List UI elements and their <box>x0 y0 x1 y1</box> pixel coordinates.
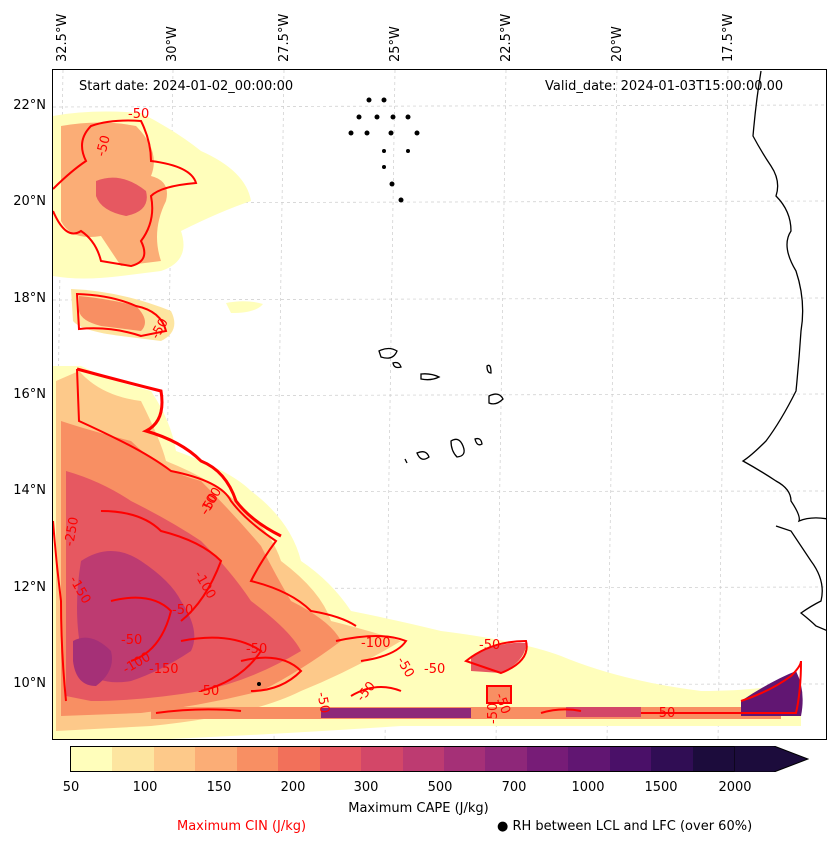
contour-label-0: -50 <box>128 107 149 122</box>
colorbar-segment-15 <box>692 747 734 771</box>
colorbar-arrow-shape <box>734 746 809 772</box>
lat-label-22n: 22°N <box>13 98 46 113</box>
rh-legend: ● RH between LCL and LFC (over 60%) <box>497 819 752 834</box>
contour-label-19: -50 <box>492 691 513 716</box>
contour-label-1: -50 <box>94 134 114 158</box>
cape-verde-6 <box>450 438 465 458</box>
coastlines <box>378 70 826 631</box>
contour-label-8: -50 <box>121 633 142 648</box>
cape-18n-core <box>79 296 145 331</box>
colorbar-tick-150: 150 <box>206 780 232 795</box>
lon-label-30w: 30°W <box>165 26 180 62</box>
lat-label-18n: 18°N <box>13 291 46 306</box>
colorbar-segment-2 <box>153 747 196 771</box>
contour-labels: -50 -50 -50 -50 -250 -150 -100 -50 -50 -… <box>62 107 675 724</box>
colorbar-label: Maximum CAPE (J/kg) <box>348 801 489 816</box>
cape-east-patch <box>741 671 803 716</box>
cin-legend-label: Maximum CIN (J/kg) <box>177 819 307 834</box>
colorbar-segment-12 <box>568 747 610 771</box>
colorbar-segment-3 <box>195 747 237 771</box>
colorbar-segment-13 <box>609 747 652 771</box>
contour-label-15: -50 <box>424 662 445 677</box>
cape-verde-2 <box>392 361 402 369</box>
colorbar-tick-300: 300 <box>353 780 379 795</box>
lat-label-16n: 16°N <box>13 387 46 402</box>
map-panel: -50 -50 -50 -50 -250 -150 -100 -50 -50 -… <box>52 69 827 740</box>
colorbar-segment-1 <box>112 747 154 771</box>
lon-label-27-5w: 27.5°W <box>277 13 292 62</box>
cape-verde-3 <box>420 373 441 381</box>
lon-label-25w: 25°W <box>388 26 403 62</box>
lon-label-17-5w: 17.5°W <box>721 13 736 62</box>
contour-label-20: -50 <box>486 703 501 724</box>
colorbar-segment-10 <box>485 747 527 771</box>
contour-label-12: -50 <box>246 642 267 657</box>
lat-label-10n: 10°N <box>13 676 46 691</box>
colorbar-tick-200: 200 <box>280 780 306 795</box>
africa-coast <box>741 70 826 631</box>
cape-fill <box>53 111 803 739</box>
valid-date-label: Valid_date: 2024-01-03T15:00:00.00 <box>545 79 784 94</box>
colorbar-tick-2000: 2000 <box>718 780 752 795</box>
colorbar-segment-11 <box>526 747 569 771</box>
colorbar-tick-1500: 1500 <box>644 780 678 795</box>
cin-contours <box>53 119 802 714</box>
contour-label-10: -150 <box>149 662 179 677</box>
cape-south-purple <box>73 637 112 686</box>
colorbar-tick-50: 50 <box>62 780 80 795</box>
cape-verde-5 <box>488 393 504 405</box>
lat-label-20n: 20°N <box>13 194 46 209</box>
colorbar-segment-9 <box>443 747 486 771</box>
contour-label-7: -50 <box>172 603 193 618</box>
colorbar-extend-arrow <box>734 746 809 772</box>
contour-label-11: -50 <box>198 684 219 699</box>
colorbar-tick-700: 700 <box>501 780 527 795</box>
colorbar-segment-14 <box>651 747 693 771</box>
colorbar-segment-5 <box>278 747 320 771</box>
cape-east-patch-2 <box>566 707 641 717</box>
contour-label-16: -50 <box>479 638 500 653</box>
rh-dot-icon: ● <box>497 819 509 834</box>
contour-label-21: -50 <box>654 706 675 721</box>
contour-label-4: -250 <box>62 516 82 548</box>
cape-strip-purple <box>321 708 471 718</box>
colorbar-tick-100: 100 <box>132 780 158 795</box>
contour-label-13: -100 <box>361 636 391 651</box>
cape-10n-patch <box>487 686 511 703</box>
map-svg: -50 -50 -50 -50 -250 -150 -100 -50 -50 -… <box>53 70 826 739</box>
rh-legend-label: RH between LCL and LFC (over 60%) <box>512 819 753 834</box>
lon-label-20w: 20°W <box>610 26 625 62</box>
colorbar-segment-8 <box>402 747 444 771</box>
lon-label-32-5w: 32.5°W <box>55 13 70 62</box>
cape-verde-7 <box>474 437 483 446</box>
colorbar-segment-6 <box>319 747 362 771</box>
cape-verde-9 <box>404 458 408 464</box>
colorbar-segment-0 <box>71 747 113 771</box>
cape-verde-4 <box>486 364 492 374</box>
contour-label-18: -50 <box>313 691 331 715</box>
rh-dots <box>257 97 420 686</box>
cape-nw-core <box>96 177 147 216</box>
colorbar <box>70 746 735 772</box>
lat-label-14n: 14°N <box>13 483 46 498</box>
colorbar-segment-4 <box>236 747 279 771</box>
start-date-label: Start date: 2024-01-02_00:00:00 <box>79 79 294 94</box>
colorbar-tick-500: 500 <box>427 780 453 795</box>
colorbar-tick-1000: 1000 <box>571 780 605 795</box>
cape-verde-8 <box>416 451 430 460</box>
lon-label-22-5w: 22.5°W <box>499 13 514 62</box>
lat-label-12n: 12°N <box>13 580 46 595</box>
colorbar-segment-7 <box>361 747 403 771</box>
cape-18n-east <box>226 301 263 313</box>
cape-verde-1 <box>378 347 398 359</box>
